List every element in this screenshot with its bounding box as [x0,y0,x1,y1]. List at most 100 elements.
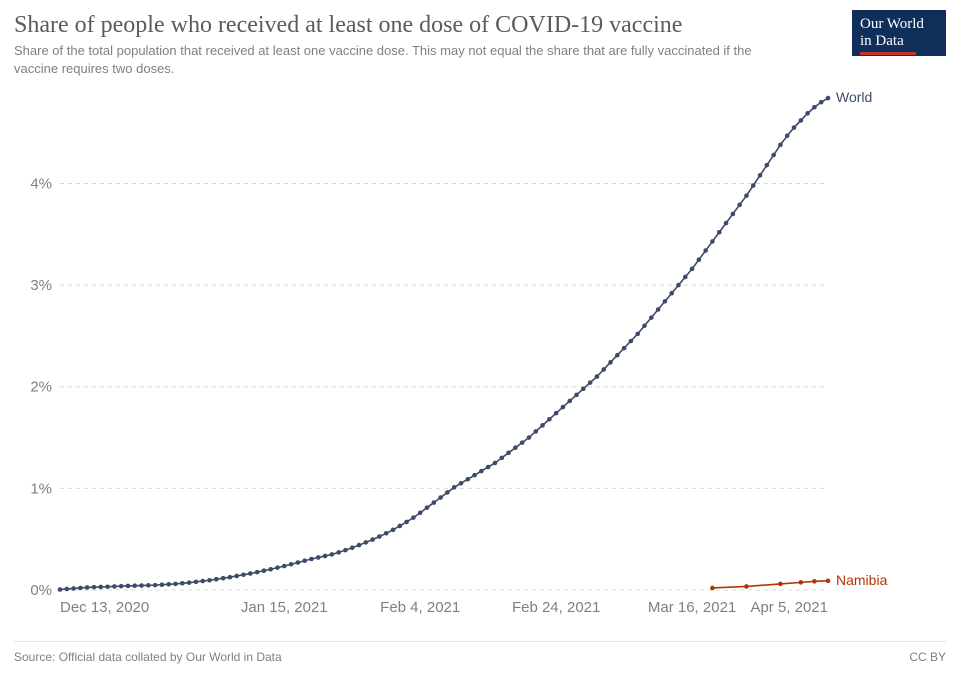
license-text: CC BY [909,650,946,664]
series-marker-world [418,510,423,515]
series-marker-world [622,346,627,351]
series-marker-namibia [710,586,715,591]
series-marker-world [567,399,572,404]
series-line-world [60,98,828,589]
series-marker-world [635,332,640,337]
series-marker-world [343,548,348,553]
series-marker-world [615,353,620,358]
series-marker-world [404,520,409,525]
series-marker-world [316,555,321,560]
series-marker-world [268,567,273,572]
series-marker-world [588,380,593,385]
series-marker-world [690,267,695,272]
series-marker-world [595,374,600,379]
logo-underline [860,52,916,55]
series-marker-world [384,531,389,536]
source-text: Source: Official data collated by Our Wo… [14,650,282,664]
series-marker-world [765,163,770,168]
ytick-label: 2% [30,379,52,396]
series-marker-world [282,564,287,569]
series-marker-world [160,582,165,587]
series-marker-world [452,485,457,490]
series-marker-world [574,393,579,398]
series-marker-world [710,239,715,244]
chart-footer: Source: Official data collated by Our Wo… [14,641,946,664]
xtick-label: Feb 24, 2021 [512,599,600,616]
chart-subtitle: Share of the total population that recei… [14,42,786,77]
series-marker-world [194,580,199,585]
series-marker-world [241,572,246,577]
series-marker-world [499,456,504,461]
series-marker-world [513,445,518,450]
series-marker-world [132,583,137,588]
series-marker-world [826,96,831,101]
series-marker-namibia [744,584,749,589]
series-marker-world [336,550,341,555]
series-marker-world [656,307,661,312]
series-marker-world [262,568,267,573]
series-marker-world [112,584,117,589]
series-marker-world [425,505,430,510]
series-marker-world [180,581,185,586]
series-marker-world [78,586,83,591]
series-marker-world [493,461,498,466]
series-marker-world [697,257,702,262]
series-marker-world [601,367,606,372]
series-marker-world [561,405,566,410]
series-marker-world [234,574,239,579]
ytick-label: 1% [30,480,52,497]
series-marker-world [296,560,301,565]
series-marker-world [98,585,103,590]
series-marker-world [153,583,158,588]
series-marker-world [364,540,369,545]
series-marker-world [758,173,763,178]
series-marker-world [255,570,260,575]
series-marker-world [214,577,219,582]
series-marker-world [724,221,729,226]
series-marker-namibia [799,580,804,585]
series-label-world: World [836,89,872,105]
series-marker-world [717,230,722,235]
series-marker-world [731,212,736,217]
series-marker-world [139,583,144,588]
series-marker-world [506,450,511,455]
series-marker-world [459,481,464,486]
series-marker-world [486,465,491,470]
xtick-label: Feb 4, 2021 [380,599,460,616]
series-marker-world [629,339,634,344]
series-marker-world [187,580,192,585]
series-marker-world [527,435,532,440]
series-marker-world [323,554,328,559]
series-marker-world [472,473,477,478]
ytick-label: 0% [30,582,52,599]
series-marker-world [432,500,437,505]
series-marker-world [819,100,824,105]
series-marker-world [126,584,131,589]
series-marker-world [663,299,668,304]
chart-area: 0%1%2%3%4%Dec 13, 2020Jan 15, 2021Feb 4,… [14,88,946,638]
series-marker-world [581,386,586,391]
series-marker-world [771,153,776,158]
series-marker-world [228,575,233,580]
series-marker-world [289,562,294,567]
series-marker-world [350,545,355,550]
series-marker-namibia [826,579,831,584]
owid-logo: Our World in Data [852,10,946,56]
xtick-label: Jan 15, 2021 [241,599,328,616]
series-marker-world [411,515,416,520]
series-marker-namibia [778,582,783,587]
series-marker-world [146,583,151,588]
series-line-namibia [712,581,828,588]
series-marker-world [676,283,681,288]
ytick-label: 4% [30,175,52,192]
series-marker-world [302,558,307,563]
series-marker-world [221,576,226,581]
series-marker-world [683,275,688,280]
series-marker-world [465,477,470,482]
series-marker-world [119,584,124,589]
series-marker-world [357,543,362,548]
series-marker-world [751,183,756,188]
series-marker-world [173,582,178,587]
series-marker-world [330,552,335,557]
series-marker-world [64,587,69,592]
